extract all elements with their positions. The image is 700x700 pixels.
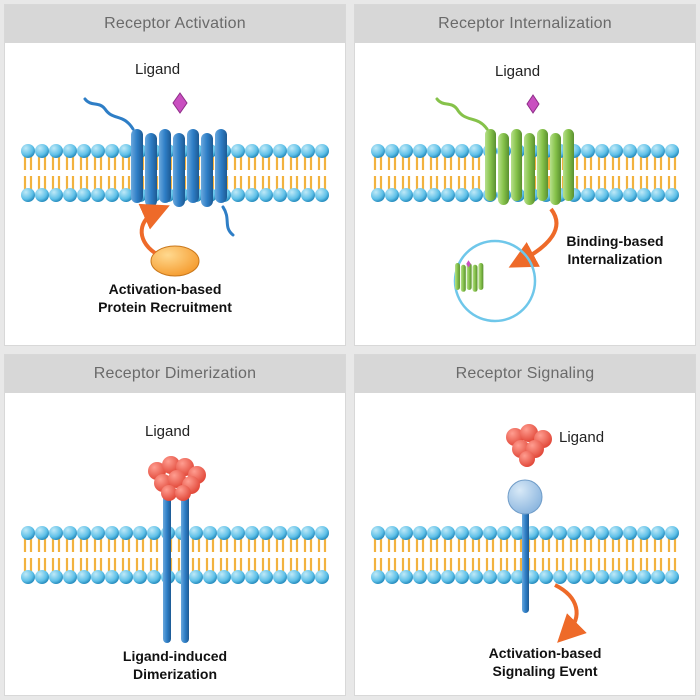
ligand-icon <box>173 93 187 113</box>
diagram-internalization <box>355 43 695 343</box>
arrow-icon <box>142 211 157 253</box>
ligand-label: Ligand <box>145 423 190 440</box>
ligand-cluster-icon <box>148 456 206 501</box>
panel-caption: Binding-based Internalization <box>545 233 685 268</box>
panel-body: Ligand Activation-based Signaling Event <box>355 393 695 695</box>
panel-activation: Receptor Activation <box>4 4 346 346</box>
receptor-dimer-icon <box>163 483 189 643</box>
panel-title: Receptor Internalization <box>355 5 695 43</box>
panel-body: Ligand Binding-based Internalization <box>355 43 695 345</box>
receptor-single-icon <box>508 480 542 613</box>
panel-body: Ligand Activation-based Protein Recruitm… <box>5 43 345 345</box>
ligand-label: Ligand <box>135 61 180 78</box>
ligand-cluster-icon <box>506 424 552 467</box>
ligand-label: Ligand <box>495 63 540 80</box>
panel-caption: Activation-based Signaling Event <box>445 645 645 680</box>
ligand-label: Ligand <box>559 429 604 446</box>
panel-caption: Activation-based Protein Recruitment <box>65 281 265 316</box>
panel-title: Receptor Dimerization <box>5 355 345 393</box>
panel-body: Ligand Ligand-induced Dimerization <box>5 393 345 695</box>
panel-signaling: Receptor Signaling <box>354 354 696 696</box>
panel-internalization: Receptor Internalization <box>354 4 696 346</box>
panel-title: Receptor Signaling <box>355 355 695 393</box>
ligand-icon <box>527 95 539 113</box>
diagram-grid: Receptor Activation <box>0 0 700 700</box>
membrane-icon <box>21 526 329 584</box>
receptor-icon <box>85 99 233 235</box>
arrow-icon <box>555 585 577 633</box>
panel-caption: Ligand-induced Dimerization <box>75 648 275 683</box>
receptor-internalized-icon <box>455 260 483 292</box>
panel-title: Receptor Activation <box>5 5 345 43</box>
panel-dimerization: Receptor Dimerization <box>4 354 346 696</box>
protein-icon <box>151 246 199 276</box>
